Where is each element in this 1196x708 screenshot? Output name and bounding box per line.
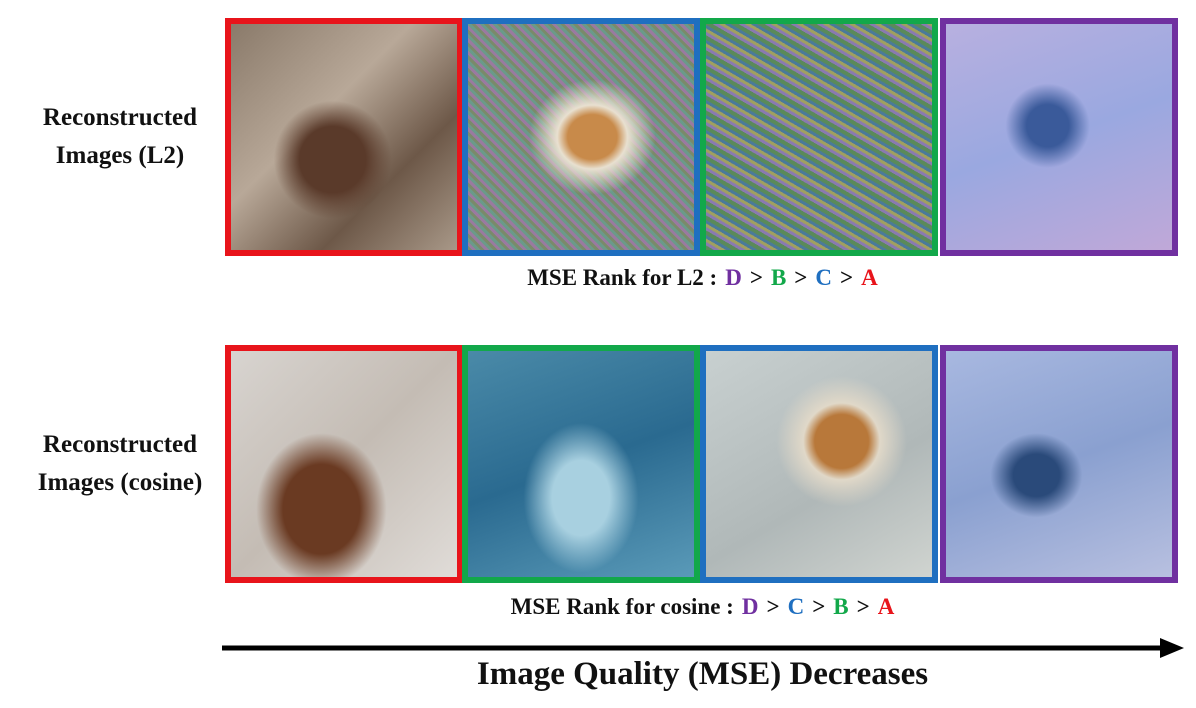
reconstructed-image (940, 345, 1178, 583)
row-label: Reconstructed Images (L2) (0, 99, 240, 175)
rank-token: > (840, 265, 854, 290)
label-line: Images (L2) (55, 142, 185, 169)
rank-line: MSE Rank for L2 : D > B > C > A (225, 265, 1180, 291)
rank-token: A (877, 594, 895, 619)
row-label: Reconstructed Images (cosine) (0, 426, 240, 502)
reconstructed-image (700, 18, 938, 256)
rank-token: C (815, 265, 833, 290)
rank-token: > (856, 594, 870, 619)
rank-token: C (787, 594, 805, 619)
rank-label: MSE Rank for L2 : (527, 265, 718, 290)
rank-line: MSE Rank for cosine : D > C > B > A (225, 594, 1180, 620)
reconstructed-image (700, 345, 938, 583)
rank-token: A (861, 265, 878, 290)
rank-token: D (741, 594, 759, 619)
rank-token: > (812, 594, 826, 619)
rank-token: > (766, 594, 780, 619)
reconstructed-image (462, 345, 700, 583)
reconstructed-image (225, 18, 463, 256)
label-line: Reconstructed (42, 431, 198, 458)
rank-token: D (725, 265, 742, 290)
rank-token: > (749, 265, 763, 290)
reconstructed-image (462, 18, 700, 256)
label-line: Reconstructed (42, 104, 198, 131)
rank-label: MSE Rank for cosine : (510, 594, 734, 619)
caption: Image Quality (MSE) Decreases (476, 656, 929, 692)
rank-token: B (833, 594, 849, 619)
rank-token: B (770, 265, 787, 290)
reconstructed-image (225, 345, 463, 583)
label-line: Images (cosine) (37, 469, 203, 496)
reconstructed-image (940, 18, 1178, 256)
rank-token: > (794, 265, 808, 290)
